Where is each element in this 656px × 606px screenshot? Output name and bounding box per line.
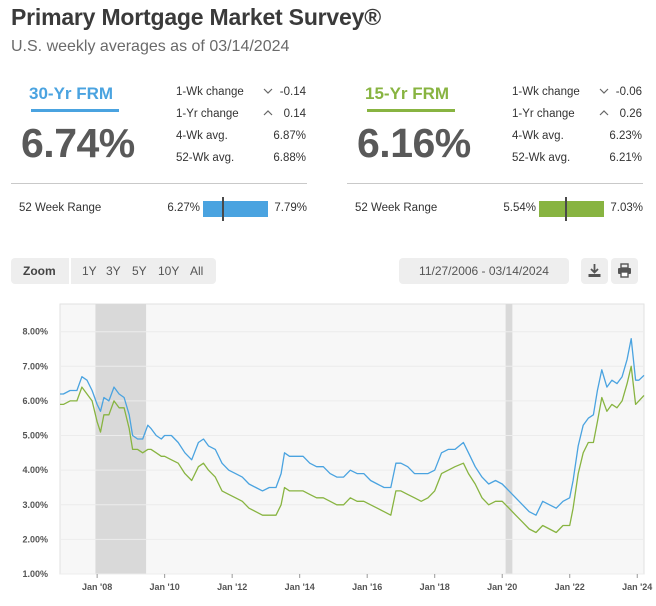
range-marker <box>565 197 568 221</box>
y-tick-label: 2.00% <box>22 534 48 544</box>
frm15-stat-row: 1-Wk change -0.06 <box>512 83 642 105</box>
x-tick-label: Jan '18 <box>420 582 450 592</box>
frm30-stat-row: 1-Yr change 0.14 <box>176 105 306 127</box>
x-tick-label: Jan '22 <box>555 582 585 592</box>
x-tick-label: Jan '16 <box>352 582 382 592</box>
range-max: 7.79% <box>274 202 307 214</box>
y-tick-label: 4.00% <box>22 465 48 475</box>
print-button[interactable] <box>611 258 638 284</box>
range-marker <box>222 197 225 221</box>
divider <box>347 183 643 184</box>
frm30-stat-row: 52-Wk avg. 6.88% <box>176 149 306 171</box>
stat-label: 1-Wk change <box>512 86 580 98</box>
x-tick-label: Jan '24 <box>622 582 652 592</box>
zoom-all-button[interactable]: All <box>190 264 204 278</box>
y-tick-label: 8.00% <box>22 327 48 337</box>
frm15-range-bar <box>539 197 604 221</box>
frm30-stat-row: 1-Wk change -0.14 <box>176 83 306 105</box>
stat-label: 1-Wk change <box>176 86 244 98</box>
stat-value: 6.21% <box>609 152 642 164</box>
print-icon <box>618 263 631 278</box>
zoom-10y-button[interactable]: 10Y <box>158 264 180 278</box>
stat-label: 4-Wk avg. <box>176 130 228 142</box>
series-line-30-yr-frm <box>60 337 645 516</box>
x-tick-label: Jan '10 <box>150 582 180 592</box>
stat-label: 52-Wk avg. <box>176 152 235 164</box>
chevron-down-icon <box>599 88 609 94</box>
x-tick-label: Jan '08 <box>82 582 112 592</box>
stat-value: -0.06 <box>615 86 642 98</box>
divider <box>11 183 307 184</box>
frm15-stat-row: 52-Wk avg. 6.21% <box>512 149 642 171</box>
series-line-15-yr-frm <box>60 365 645 534</box>
frm30-rate: 6.74% <box>21 120 135 166</box>
recession-band <box>505 304 513 574</box>
zoom-label: Zoom <box>23 264 56 278</box>
zoom-5y-button[interactable]: 5Y <box>132 264 147 278</box>
range-min: 6.27% <box>167 202 200 214</box>
frm15-label: 15-Yr FRM <box>365 84 450 103</box>
rate-history-chart: 1.00% 2.00% 3.00% 4.00% 5.00% 6.00% 7.00% 8.00%… <box>22 303 652 592</box>
frm15-stat-row: 4-Wk avg. 6.23% <box>512 127 642 149</box>
range-label: 52 Week Range <box>355 202 438 214</box>
y-tick-label: 6.00% <box>22 396 48 406</box>
range-min: 5.54% <box>503 202 536 214</box>
frm15-stat-row: 1-Yr change 0.26 <box>512 105 642 127</box>
stat-value: 6.87% <box>273 130 306 142</box>
frm30-stat-row: 4-Wk avg. 6.87% <box>176 127 306 149</box>
page-title: Primary Mortgage Market Survey® <box>11 4 381 30</box>
download-icon <box>588 264 601 277</box>
chevron-up-icon <box>263 110 273 116</box>
stat-value: 0.26 <box>619 108 642 120</box>
divider <box>69 258 71 284</box>
x-tick-label: Jan '14 <box>285 582 315 592</box>
download-button[interactable] <box>581 258 608 284</box>
stat-value: -0.14 <box>279 86 306 98</box>
stat-value: 0.14 <box>283 108 306 120</box>
zoom-1y-button[interactable]: 1Y <box>82 264 97 278</box>
plot-area <box>59 303 645 575</box>
stat-label: 4-Wk avg. <box>512 130 564 142</box>
zoom-toolbar: Zoom 1Y 3Y 5Y 10Y All <box>11 258 216 284</box>
y-tick-label: 3.00% <box>22 500 48 510</box>
frm15-underline <box>367 109 455 112</box>
chevron-down-icon <box>263 88 273 94</box>
frm30-panel: 30-Yr FRM 6.74% 1-Wk change -0.14 1-Yr c… <box>11 80 307 228</box>
stat-value: 6.23% <box>609 130 642 142</box>
stat-value: 6.88% <box>273 152 306 164</box>
chevron-up-icon <box>599 110 609 116</box>
frm15-stats: 1-Wk change -0.06 1-Yr change 0.26 4-Wk … <box>512 83 642 171</box>
y-tick-label: 5.00% <box>22 431 48 441</box>
range-label: 52 Week Range <box>19 202 102 214</box>
frm15-rate: 6.16% <box>357 120 471 166</box>
x-tick-label: Jan '12 <box>217 582 247 592</box>
frm30-label: 30-Yr FRM <box>29 84 114 103</box>
date-range-field[interactable]: 11/27/2006 - 03/14/2024 <box>399 258 569 284</box>
frm15-panel: 15-Yr FRM 6.16% 1-Wk change -0.06 1-Yr c… <box>347 80 643 228</box>
range-max: 7.03% <box>610 202 643 214</box>
stat-label: 1-Yr change <box>176 108 239 120</box>
frm30-range: 52 Week Range 6.27% 7.79% <box>11 197 307 221</box>
frm30-stats: 1-Wk change -0.14 1-Yr change 0.14 4-Wk … <box>176 83 306 171</box>
zoom-3y-button[interactable]: 3Y <box>106 264 121 278</box>
stat-label: 1-Yr change <box>512 108 575 120</box>
page-subtitle: U.S. weekly averages as of 03/14/2024 <box>11 38 290 55</box>
x-tick-label: Jan '20 <box>487 582 517 592</box>
stat-label: 52-Wk avg. <box>512 152 571 164</box>
frm15-range: 52 Week Range 5.54% 7.03% <box>347 197 643 221</box>
frm30-underline <box>31 109 119 112</box>
frm30-range-bar <box>203 197 268 221</box>
y-tick-label: 7.00% <box>22 361 48 371</box>
y-tick-label: 1.00% <box>22 569 48 579</box>
